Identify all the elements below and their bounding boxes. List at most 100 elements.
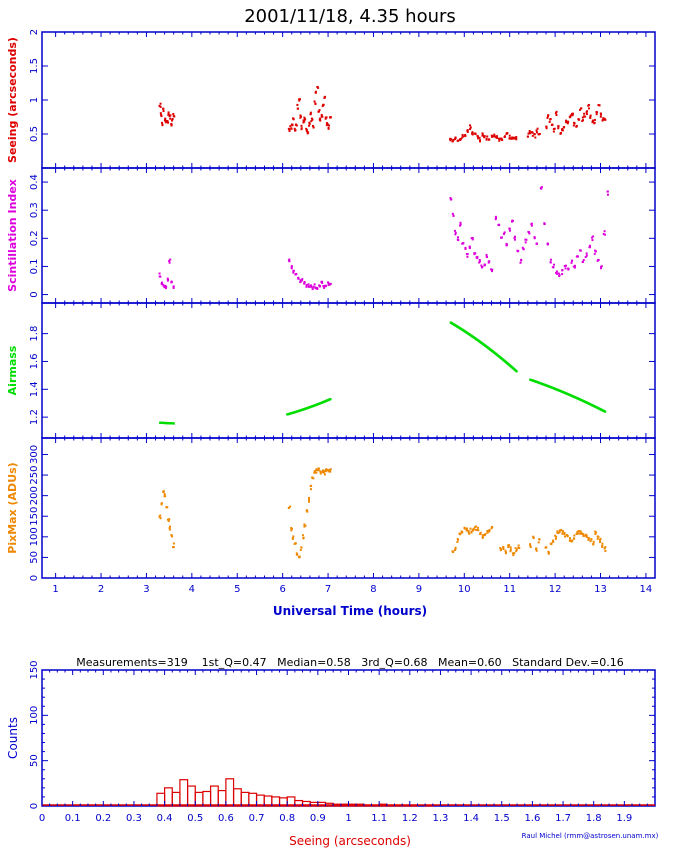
data-point: [290, 527, 293, 530]
data-point: [549, 542, 552, 545]
histogram-bar: [156, 792, 166, 807]
data-point: [515, 370, 518, 373]
data-point: [500, 138, 503, 141]
data-point: [319, 472, 322, 475]
data-point: [160, 115, 163, 118]
data-point: [307, 498, 310, 501]
data-point: [582, 259, 585, 262]
histogram-bar: [202, 790, 212, 807]
data-point: [488, 528, 491, 531]
data-point: [599, 267, 602, 270]
data-point: [459, 223, 462, 226]
data-point: [303, 525, 306, 528]
data-point: [599, 112, 602, 115]
data-point: [509, 550, 512, 553]
histogram-bar: [309, 801, 319, 807]
data-point: [505, 243, 508, 246]
seeing-histogram: 0 0.1 0.2 0.3 0.4 0.5 0.6 0.7 0.8 0.9 1 1.1 1.2 1.3 1.…: [29, 660, 656, 824]
data-point: [462, 242, 465, 245]
data-point: [311, 288, 314, 291]
data-point: [292, 269, 295, 272]
data-point: [511, 220, 514, 223]
histogram-x-tick-label: 1.4: [463, 813, 479, 824]
x-tick-label: 6: [279, 584, 285, 595]
data-point: [522, 248, 525, 251]
data-point: [571, 259, 574, 262]
data-point: [291, 537, 294, 540]
data-point: [577, 118, 580, 121]
data-point: [576, 255, 579, 258]
data-point: [302, 537, 305, 540]
data-point: [320, 113, 323, 116]
data-point: [300, 279, 303, 282]
data-point: [476, 255, 479, 258]
data-point: [158, 275, 161, 278]
data-point: [507, 545, 510, 548]
data-point: [309, 488, 312, 491]
data-point: [159, 105, 162, 108]
data-point: [545, 546, 548, 549]
data-point: [525, 238, 528, 241]
histogram-x-tick-label: 1.3: [432, 813, 448, 824]
data-point: [314, 90, 317, 93]
y-tick-label: 1.2: [29, 409, 40, 425]
data-point: [601, 545, 604, 548]
data-point: [567, 120, 570, 123]
data-point: [559, 132, 562, 135]
data-point: [486, 529, 489, 532]
data-point: [170, 124, 173, 127]
data-point: [563, 535, 566, 538]
data-point: [454, 547, 457, 550]
data-point: [558, 275, 561, 278]
data-point: [169, 525, 172, 528]
histogram-y-tick-label: 50: [29, 754, 40, 767]
data-point: [313, 100, 316, 103]
data-point: [465, 527, 468, 530]
data-point: [159, 102, 162, 105]
data-point: [164, 118, 167, 121]
data-point: [329, 398, 332, 401]
data-point: [292, 118, 295, 121]
data-point: [300, 546, 303, 549]
data-point: [504, 549, 507, 552]
data-point: [592, 540, 595, 543]
data-point: [516, 250, 519, 253]
data-point: [535, 129, 538, 132]
data-point: [305, 284, 308, 287]
data-point: [315, 471, 318, 474]
data-point: [580, 532, 583, 535]
data-point: [538, 538, 541, 541]
data-point: [503, 232, 506, 235]
data-point: [168, 527, 171, 530]
data-point: [569, 114, 572, 117]
histogram-x-tick-label: 1: [345, 813, 351, 824]
y-tick-label: 1.4: [29, 381, 40, 397]
data-point: [561, 273, 564, 276]
data-point: [457, 236, 460, 239]
histogram-frame: [41, 669, 656, 807]
data-point: [557, 125, 560, 128]
data-point: [169, 258, 172, 261]
data-point: [290, 127, 293, 130]
data-point: [292, 271, 295, 274]
data-point: [563, 533, 566, 536]
data-point: [596, 111, 599, 114]
y-tick-label: 0.2: [29, 230, 40, 246]
data-point: [519, 261, 522, 264]
data-point: [601, 542, 604, 545]
data-point: [309, 111, 312, 114]
data-point: [534, 136, 537, 139]
histogram-bar: [370, 804, 380, 807]
data-point: [495, 136, 498, 139]
data-point: [588, 537, 591, 540]
data-point: [463, 526, 466, 529]
data-point: [476, 257, 479, 260]
panel-airmass: 1.2 1.4 1.6 1.8 Airmass: [6, 302, 656, 439]
data-point: [585, 533, 588, 536]
data-point: [470, 531, 473, 534]
data-point: [600, 265, 603, 268]
data-point: [172, 112, 175, 115]
data-point: [592, 235, 595, 238]
data-point: [172, 285, 175, 288]
